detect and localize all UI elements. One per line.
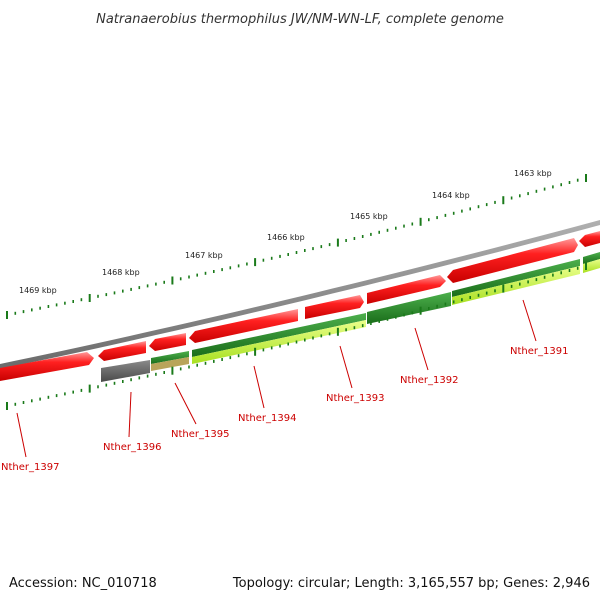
gene-label-nther-1391[interactable]: Nther_1391 (510, 346, 568, 357)
gene-feature-nther-1391-lower[interactable] (583, 259, 600, 273)
gene-label-lines (16, 299, 537, 458)
label-line-nther-1392 (414, 327, 429, 371)
map-title: Natranaerobius thermophilus JW/NM-WN-LF,… (96, 12, 504, 27)
label-line-nther-1391 (522, 299, 537, 342)
gene-feature-nther-1393[interactable] (367, 292, 451, 324)
gene-feature-nther-1392[interactable] (452, 259, 580, 297)
gene-feature-next-forward[interactable] (579, 231, 600, 247)
gene-label-nther-1397[interactable]: Nther_1397 (1, 462, 59, 473)
gene-label-nther-1392[interactable]: Nther_1392 (400, 375, 458, 386)
label-line-nther-1396 (128, 391, 132, 438)
scale-label-1469: 1469 kbp (19, 286, 57, 295)
label-line-nther-1397 (16, 412, 27, 458)
accession-text: Accession: NC_010718 (9, 576, 157, 591)
gene-feature-nther-1392-lower[interactable] (452, 266, 580, 305)
label-line-nther-1394 (253, 365, 265, 409)
genome-backbone (0, 220, 600, 369)
scale-label-1463: 1463 kbp (514, 169, 552, 178)
gene-feature-nther-1397[interactable] (0, 352, 94, 381)
gene-label-nther-1394[interactable]: Nther_1394 (238, 413, 296, 424)
genome-summary-text: Topology: circular; Length: 3,165,557 bp… (232, 576, 590, 591)
gene-label-nther-1396[interactable]: Nther_1396 (103, 442, 161, 453)
scale-label-1465: 1465 kbp (350, 212, 388, 221)
gene-feature-nther-1396[interactable] (101, 360, 150, 382)
label-line-nther-1395 (174, 382, 197, 425)
reverse-strand-track (101, 252, 600, 382)
gene-feature-nther-1391-forward[interactable] (447, 238, 578, 283)
gene-label-nther-1395[interactable]: Nther_1395 (171, 429, 229, 440)
gene-label-nther-1393[interactable]: Nther_1393 (326, 393, 384, 404)
scale-label-1467: 1467 kbp (185, 251, 223, 260)
gene-feature-nther-1396-forward[interactable] (98, 341, 146, 361)
gene-feature-nther-1393-forward[interactable] (305, 295, 364, 319)
scale-label-1464: 1464 kbp (432, 191, 470, 200)
gene-feature-nther-1394-lower[interactable] (192, 320, 366, 364)
gene-feature-nther-1395[interactable] (151, 351, 189, 364)
label-line-nther-1393 (339, 345, 353, 389)
outer-scale-ticks (6, 174, 587, 319)
gene-labels: Nther_1391 Nther_1392 Nther_1393 Nther_1… (1, 346, 568, 473)
forward-strand-track (0, 231, 600, 381)
gene-feature-nther-1392-forward[interactable] (367, 275, 446, 304)
inner-scale-ticks (6, 262, 587, 410)
scale-label-1468: 1468 kbp (102, 268, 140, 277)
gene-feature-nther-1391[interactable] (583, 252, 600, 264)
gene-feature-nther-1395-lower[interactable] (151, 357, 189, 371)
scale-label-1466: 1466 kbp (267, 233, 305, 242)
gene-feature-nther-1394[interactable] (192, 313, 366, 357)
gene-feature-nther-1395-forward[interactable] (149, 333, 186, 351)
outer-scale-labels: 1463 kbp 1464 kbp 1465 kbp 1466 kbp 1467… (19, 169, 552, 295)
gene-feature-nther-1394-forward[interactable] (189, 309, 298, 343)
